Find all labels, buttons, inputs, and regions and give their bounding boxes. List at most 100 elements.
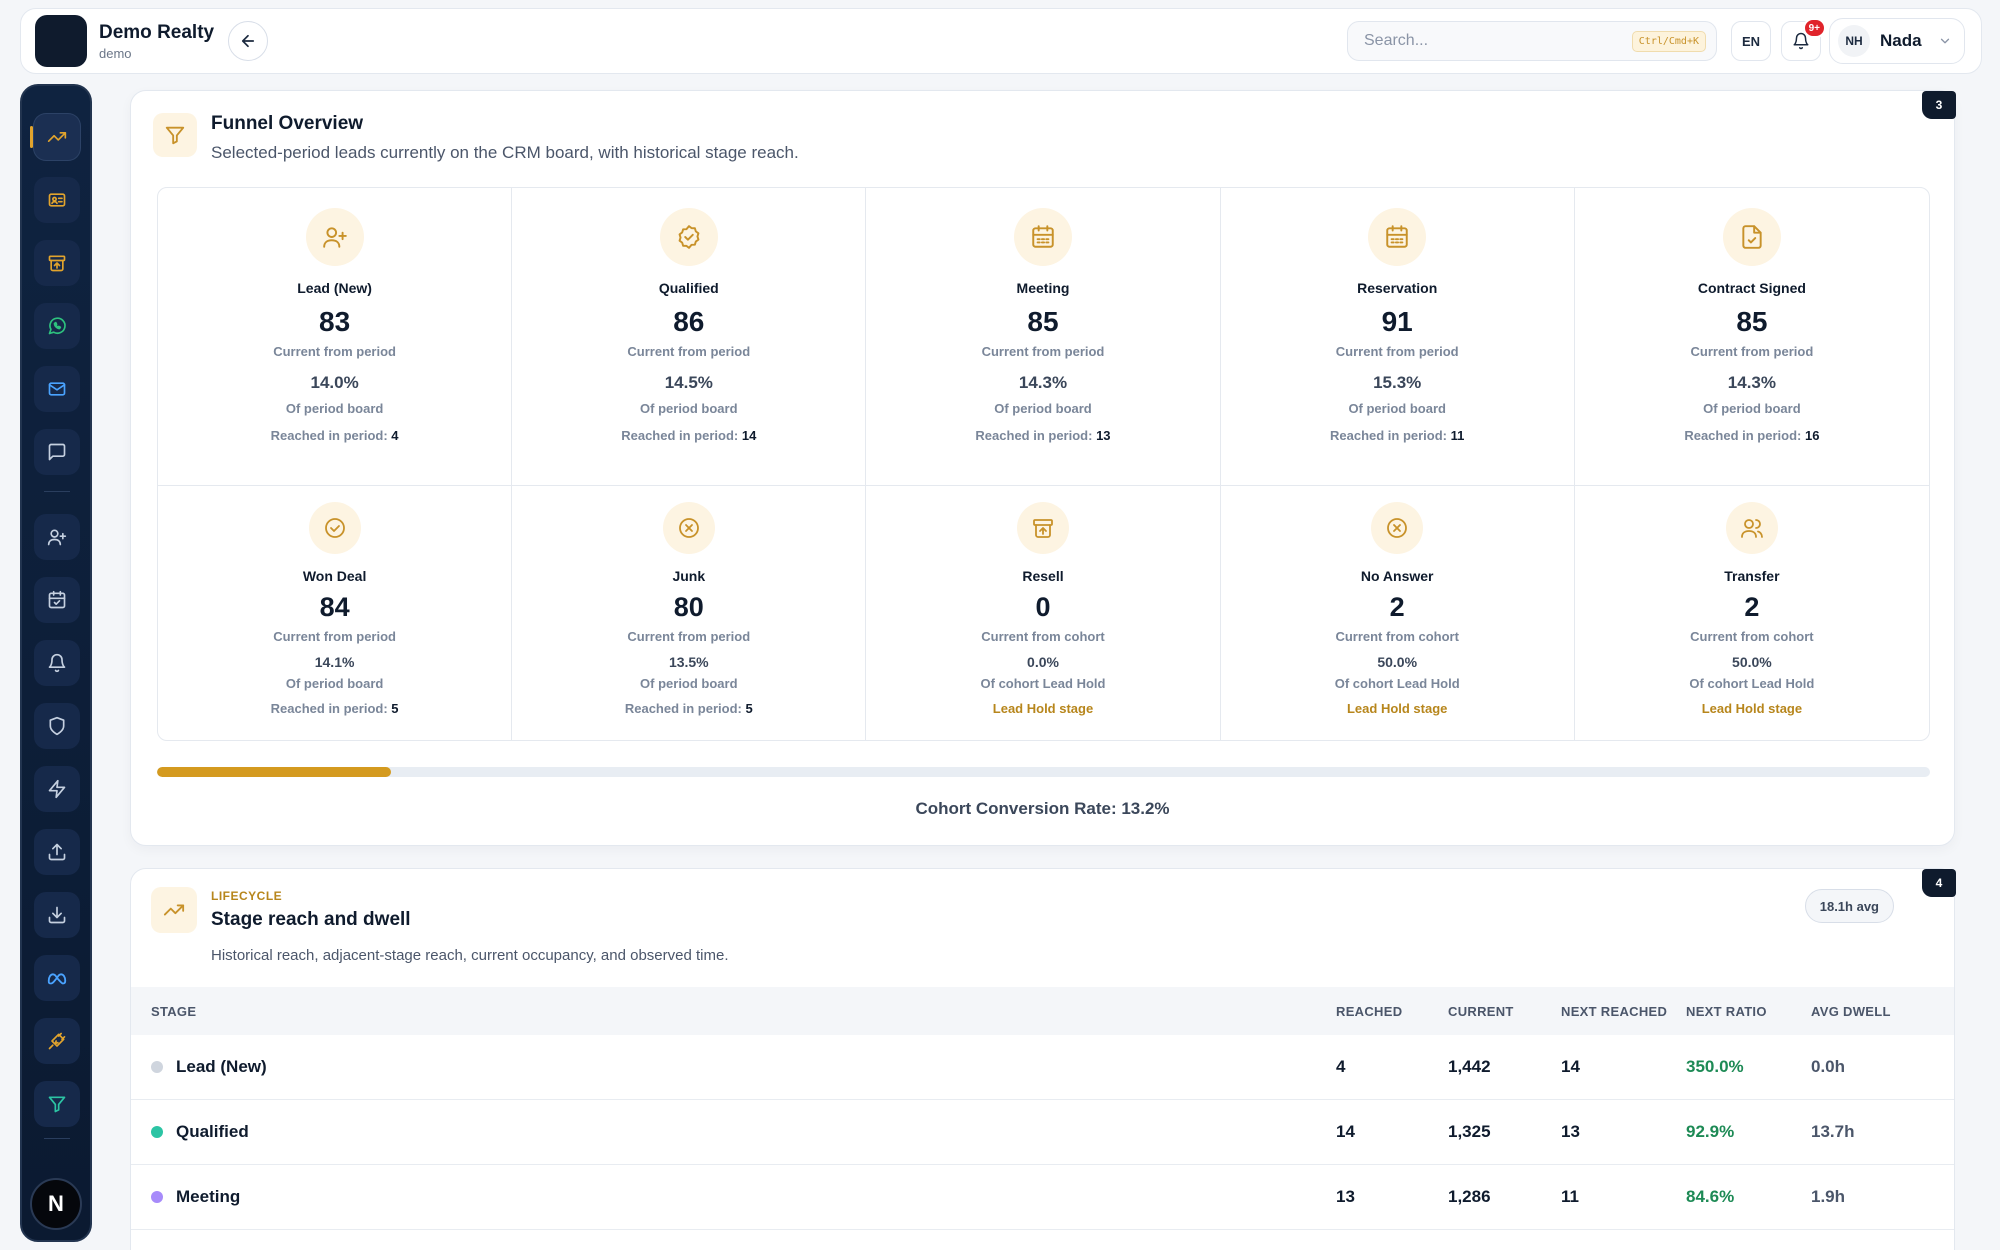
stage-count: 86 bbox=[673, 306, 705, 337]
lifecycle-title: Stage reach and dwell bbox=[211, 909, 411, 930]
stage-card-transfer[interactable]: Transfer 2 Current from cohort 50.0% Of … bbox=[1575, 486, 1929, 740]
sidebar-divider bbox=[44, 1138, 70, 1139]
download-icon bbox=[48, 906, 66, 924]
sidebar-item-calendar[interactable] bbox=[34, 577, 80, 623]
conversion-progress-bar bbox=[157, 767, 1930, 777]
stage-reached-value: 13 bbox=[1096, 428, 1111, 443]
column-header-next-reached[interactable]: NEXT REACHED bbox=[1561, 1003, 1668, 1019]
stage-card-resell[interactable]: Resell 0 Current from cohort 0.0% Of coh… bbox=[866, 486, 1221, 740]
column-header-avg-dwell[interactable]: AVG DWELL bbox=[1811, 1003, 1891, 1019]
language-button[interactable]: EN bbox=[1731, 21, 1771, 61]
badge-check-icon bbox=[678, 225, 700, 249]
plug-icon bbox=[48, 1032, 66, 1050]
column-header-next-ratio[interactable]: NEXT RATIO bbox=[1686, 1003, 1767, 1019]
stage-percent-label: Of cohort Lead Hold bbox=[980, 676, 1106, 691]
sidebar-item-analytics[interactable] bbox=[30, 114, 80, 160]
stage-count: 91 bbox=[1381, 306, 1413, 337]
sidebar-item-inventory[interactable] bbox=[34, 240, 80, 286]
stage-card-junk[interactable]: Junk 80 Current from period 13.5% Of per… bbox=[512, 486, 867, 740]
chat-icon bbox=[48, 443, 66, 461]
stage-percent-label: Of period board bbox=[640, 676, 738, 691]
stage-count-label: Current from cohort bbox=[1690, 629, 1814, 644]
stage-name: Reservation bbox=[1357, 280, 1438, 296]
sidebar-item-messages[interactable] bbox=[34, 429, 80, 475]
arrow-left-icon bbox=[242, 34, 255, 48]
sidebar-item-contacts[interactable] bbox=[34, 177, 80, 223]
sidebar-item-whatsapp[interactable] bbox=[34, 303, 80, 349]
search-shortcut-hint: Ctrl/Cmd+K bbox=[1631, 30, 1706, 52]
row-stage: Lead (New) bbox=[176, 1057, 267, 1076]
row-stage: Qualified bbox=[176, 1122, 249, 1141]
stage-percent-label: Of period board bbox=[994, 401, 1092, 416]
sidebar-item-integrations[interactable] bbox=[34, 1018, 80, 1064]
stage-card-won-deal[interactable]: Won Deal 84 Current from period 14.1% Of… bbox=[158, 486, 513, 740]
stage-percent: 50.0% bbox=[1377, 654, 1418, 670]
stage-color-dot bbox=[151, 1126, 163, 1138]
stage-hold-label: Lead Hold stage bbox=[1701, 701, 1803, 716]
bell-icon bbox=[1793, 32, 1809, 50]
x-circle-icon bbox=[1387, 518, 1408, 538]
stage-card-qualified[interactable]: Qualified 86 Current from period 14.5% O… bbox=[512, 188, 867, 486]
stage-card-lead-new[interactable]: Lead (New) 83 Current from period 14.0% … bbox=[158, 188, 513, 486]
sidebar-item-notifications[interactable] bbox=[34, 640, 80, 686]
column-header-stage[interactable]: STAGE bbox=[151, 1003, 197, 1019]
stage-count-label: Current from period bbox=[1335, 344, 1459, 359]
meta-icon bbox=[47, 973, 67, 985]
stage-percent-label: Of cohort Lead Hold bbox=[1689, 676, 1815, 691]
stage-card-meeting[interactable]: Meeting 85 Current from period 14.3% Of … bbox=[866, 188, 1221, 486]
search-input[interactable] bbox=[1364, 32, 1632, 50]
stage-name: Junk bbox=[672, 568, 706, 584]
table-row[interactable]: Lead (New) 4 1,442 14 350.0% 0.0h bbox=[131, 1035, 1954, 1100]
stage-card-no-answer[interactable]: No Answer 2 Current from cohort 50.0% Of… bbox=[1221, 486, 1575, 740]
table-row[interactable]: Qualified 14 1,325 13 92.9% 13.7h bbox=[131, 1100, 1954, 1165]
stage-count-label: Current from period bbox=[1690, 344, 1814, 359]
stage-reached-label: Reached in period: bbox=[1684, 428, 1802, 443]
table-row[interactable]: Meeting 13 1,286 11 84.6% 1.9h bbox=[131, 1165, 1954, 1230]
stage-name: Resell bbox=[1022, 568, 1064, 584]
stage-count: 80 bbox=[673, 592, 704, 622]
stage-icon-wrap bbox=[1368, 208, 1427, 266]
stage-reached-label: Reached in period: bbox=[975, 428, 1093, 443]
stage-reached-label: Reached in period: bbox=[270, 701, 388, 716]
stage-reached: Reached in period: 14 bbox=[621, 428, 756, 443]
stage-reached: Reached in period: 5 bbox=[271, 701, 399, 716]
x-circle-icon bbox=[678, 518, 699, 538]
user-menu-button[interactable]: NH Nada bbox=[1829, 18, 1965, 64]
stage-icon-wrap bbox=[659, 208, 718, 266]
sidebar-user-avatar[interactable]: N bbox=[30, 1178, 82, 1230]
stage-card-contract-signed[interactable]: Contract Signed 85 Current from period 1… bbox=[1574, 188, 1929, 486]
stage-count: 85 bbox=[1027, 306, 1059, 337]
sidebar-item-meta[interactable] bbox=[34, 955, 80, 1001]
sidebar-item-export[interactable] bbox=[34, 892, 80, 938]
sidebar-item-email[interactable] bbox=[34, 366, 80, 412]
stage-count-label: Current from period bbox=[627, 629, 751, 644]
sidebar-item-leads[interactable] bbox=[34, 514, 80, 560]
user-name: Nada bbox=[1880, 31, 1922, 50]
stage-count: 0 bbox=[1035, 592, 1051, 622]
column-header-current[interactable]: CURRENT bbox=[1448, 1003, 1514, 1019]
stage-card-reservation[interactable]: Reservation 91 Current from period 15.3%… bbox=[1220, 188, 1575, 486]
notifications-button[interactable]: 9+ bbox=[1781, 18, 1826, 61]
sidebar-item-funnel[interactable] bbox=[34, 1081, 80, 1127]
back-button[interactable] bbox=[228, 21, 269, 61]
stage-reached-value: 14 bbox=[741, 428, 757, 443]
search-box[interactable]: Ctrl/Cmd+K bbox=[1347, 21, 1717, 61]
stage-count-label: Current from cohort bbox=[981, 629, 1105, 644]
stage-icon-wrap bbox=[1016, 502, 1069, 554]
active-indicator bbox=[30, 126, 33, 148]
stage-percent-label: Of period board bbox=[1348, 401, 1446, 416]
chevron-down-icon bbox=[1940, 38, 1950, 44]
row-next-reached: 14 bbox=[1561, 1057, 1580, 1076]
sidebar-item-security[interactable] bbox=[34, 703, 80, 749]
sidebar-item-import[interactable] bbox=[34, 829, 80, 875]
stage-name: Contract Signed bbox=[1697, 280, 1806, 296]
row-next-reached: 11 bbox=[1561, 1187, 1579, 1206]
stage-icon-wrap bbox=[1013, 208, 1072, 266]
user-plus-icon bbox=[322, 227, 347, 248]
sidebar-item-automation[interactable] bbox=[34, 766, 80, 812]
notifications-badge: 9+ bbox=[1802, 18, 1826, 38]
stage-percent: 50.0% bbox=[1732, 654, 1772, 670]
archive-icon bbox=[48, 255, 66, 272]
stage-icon-wrap bbox=[1722, 208, 1781, 266]
column-header-reached[interactable]: REACHED bbox=[1336, 1003, 1403, 1019]
